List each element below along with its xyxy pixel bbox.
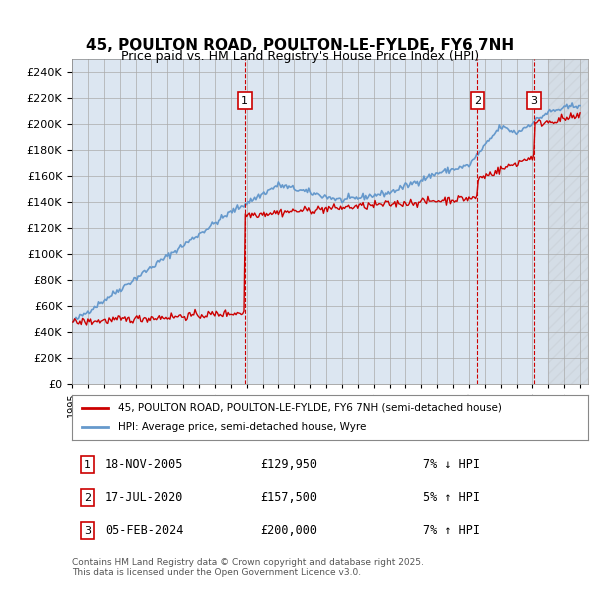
Text: 2: 2 <box>84 493 91 503</box>
Text: £157,500: £157,500 <box>260 491 317 504</box>
Text: Contains HM Land Registry data © Crown copyright and database right 2025.
This d: Contains HM Land Registry data © Crown c… <box>72 558 424 577</box>
Text: 3: 3 <box>530 96 538 106</box>
Text: 3: 3 <box>84 526 91 536</box>
Text: 1: 1 <box>241 96 248 106</box>
Text: 5% ↑ HPI: 5% ↑ HPI <box>423 491 480 504</box>
Text: 45, POULTON ROAD, POULTON-LE-FYLDE, FY6 7NH: 45, POULTON ROAD, POULTON-LE-FYLDE, FY6 … <box>86 38 514 53</box>
Text: 1: 1 <box>84 460 91 470</box>
Bar <box>548 59 588 384</box>
Text: 7% ↑ HPI: 7% ↑ HPI <box>423 525 480 537</box>
Text: 18-NOV-2005: 18-NOV-2005 <box>105 458 184 471</box>
Text: 7% ↓ HPI: 7% ↓ HPI <box>423 458 480 471</box>
Text: £129,950: £129,950 <box>260 458 317 471</box>
Text: 17-JUL-2020: 17-JUL-2020 <box>105 491 184 504</box>
Text: HPI: Average price, semi-detached house, Wyre: HPI: Average price, semi-detached house,… <box>118 422 367 432</box>
Text: Price paid vs. HM Land Registry's House Price Index (HPI): Price paid vs. HM Land Registry's House … <box>121 50 479 63</box>
Text: 2: 2 <box>474 96 481 106</box>
Text: 05-FEB-2024: 05-FEB-2024 <box>105 525 184 537</box>
Text: £200,000: £200,000 <box>260 525 317 537</box>
Text: 45, POULTON ROAD, POULTON-LE-FYLDE, FY6 7NH (semi-detached house): 45, POULTON ROAD, POULTON-LE-FYLDE, FY6 … <box>118 403 502 412</box>
